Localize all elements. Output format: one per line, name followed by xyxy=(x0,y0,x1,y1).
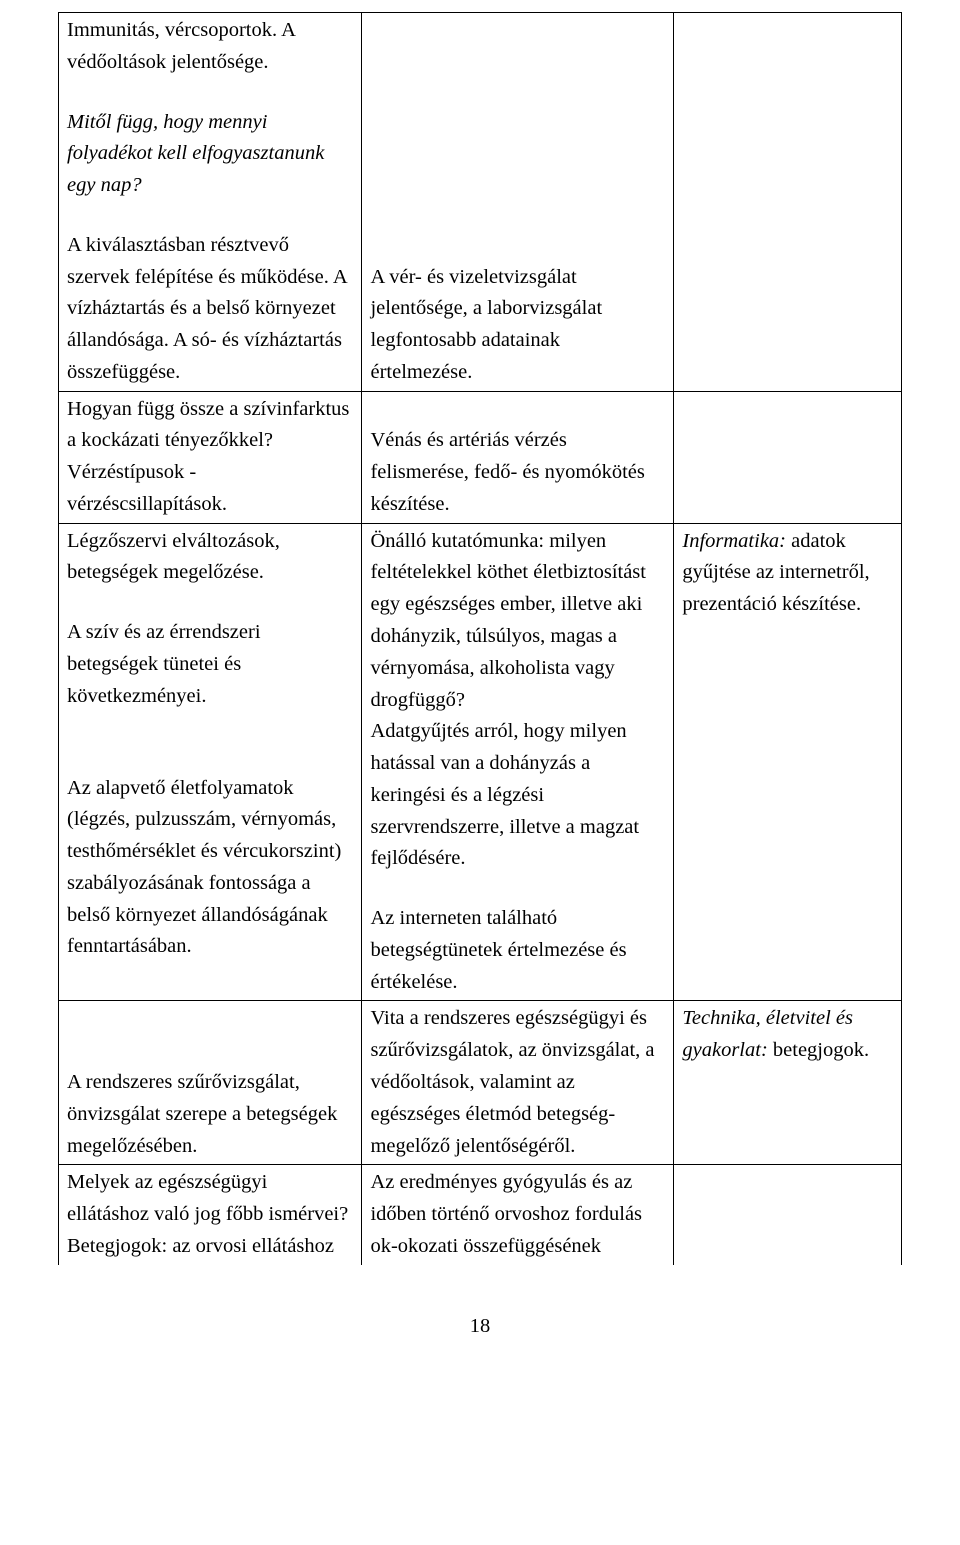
cell-col1: Melyek az egészségügyi ellátáshoz való j… xyxy=(59,1165,362,1265)
paragraph: Vénás és artériás vérzés felismerése, fe… xyxy=(370,425,665,520)
paragraph: Informatika: adatok gyűjtése az internet… xyxy=(682,526,893,621)
paragraph: Az eredményes gyógyulás és az időben tör… xyxy=(370,1167,665,1262)
cell-col2: Vénás és artériás vérzés felismerése, fe… xyxy=(362,391,674,523)
paragraph: Technika, életvitel és gyakorlat: betegj… xyxy=(682,1003,893,1067)
paragraph: Adatgyűjtés arról, hogy milyen hatással … xyxy=(370,716,665,875)
paragraph: Az alapvető életfolyamatok (légzés, pulz… xyxy=(67,773,353,964)
page-number: 18 xyxy=(58,1315,902,1338)
cell-col2: A vér- és vizeletvizsgálat jelentősége, … xyxy=(362,13,674,392)
cell-col3 xyxy=(674,13,902,392)
paragraph: Vita a rendszeres egészségügyi és szűrőv… xyxy=(370,1003,665,1162)
paragraph: Betegjogok: az orvosi ellátáshoz xyxy=(67,1231,353,1263)
paragraph: Melyek az egészségügyi ellátáshoz való j… xyxy=(67,1167,353,1231)
cell-col3: Technika, életvitel és gyakorlat: betegj… xyxy=(674,1001,902,1165)
paragraph: A szív és az érrendszeri betegségek tüne… xyxy=(67,617,353,712)
paragraph: Immunitás, vércsoportok. A védőoltások j… xyxy=(67,15,353,79)
paragraph: Hogyan függ össze a szívinfarktus a kock… xyxy=(67,394,353,458)
paragraph: A vér- és vizeletvizsgálat jelentősége, … xyxy=(370,262,665,389)
paragraph: A kiválasztásban résztvevő szervek felép… xyxy=(67,230,353,389)
cell-col3 xyxy=(674,1165,902,1265)
cell-col2: Az eredményes gyógyulás és az időben tör… xyxy=(362,1165,674,1265)
cell-col1: A rendszeres szűrővizsgálat, önvizsgálat… xyxy=(59,1001,362,1165)
table-row: Hogyan függ össze a szívinfarktus a kock… xyxy=(59,391,902,523)
table-row: Immunitás, vércsoportok. A védőoltások j… xyxy=(59,13,902,392)
paragraph: Önálló kutatómunka: milyen feltételekkel… xyxy=(370,526,665,717)
cell-col2: Önálló kutatómunka: milyen feltételekkel… xyxy=(362,523,674,1001)
cell-col3: Informatika: adatok gyűjtése az internet… xyxy=(674,523,902,1001)
paragraph: Az interneten található betegségtünetek … xyxy=(370,903,665,998)
content-table: Immunitás, vércsoportok. A védőoltások j… xyxy=(58,12,902,1265)
label-italic: Informatika: xyxy=(682,530,786,552)
paragraph: A rendszeres szűrővizsgálat, önvizsgálat… xyxy=(67,1067,353,1162)
cell-col1: Immunitás, vércsoportok. A védőoltások j… xyxy=(59,13,362,392)
table-row: Légzőszervi elváltozások, betegségek meg… xyxy=(59,523,902,1001)
document-page: Immunitás, vércsoportok. A védőoltások j… xyxy=(0,0,960,1545)
cell-col3 xyxy=(674,391,902,523)
cell-col2: Vita a rendszeres egészségügyi és szűrőv… xyxy=(362,1001,674,1165)
table-row: A rendszeres szűrővizsgálat, önvizsgálat… xyxy=(59,1001,902,1165)
paragraph: Vérzéstípusok - vérzéscsillapítások. xyxy=(67,457,353,521)
cell-col1: Légzőszervi elváltozások, betegségek meg… xyxy=(59,523,362,1001)
paragraph: Légzőszervi elváltozások, betegségek meg… xyxy=(67,526,353,590)
table-row: Melyek az egészségügyi ellátáshoz való j… xyxy=(59,1165,902,1265)
label-text: betegjogok. xyxy=(768,1039,869,1061)
cell-col1: Hogyan függ össze a szívinfarktus a kock… xyxy=(59,391,362,523)
paragraph: Mitől függ, hogy mennyi folyadékot kell … xyxy=(67,107,353,202)
